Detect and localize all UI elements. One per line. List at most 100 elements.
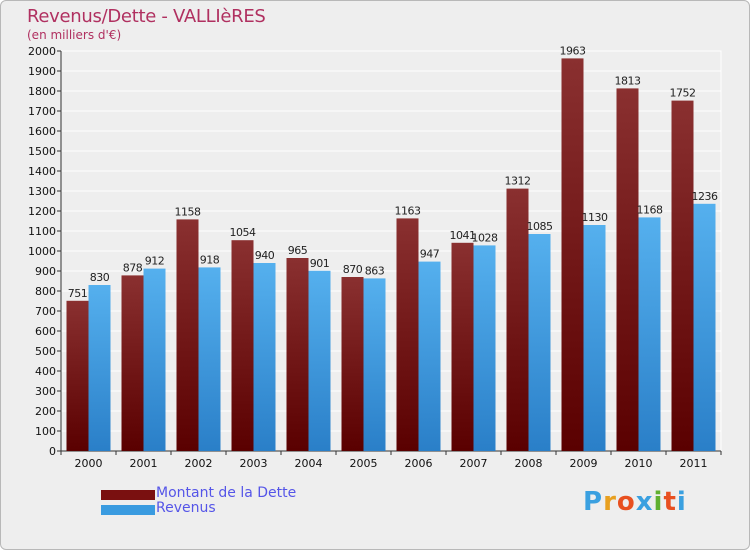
x-tick-label: 2009 bbox=[570, 457, 598, 470]
bar-dette bbox=[616, 88, 639, 452]
x-axis-ticks: 2000 2001 2002 2003 2004 2005 2006 2007 2008 2009… bbox=[60, 451, 722, 470]
x-tick-label: 2001 bbox=[130, 457, 158, 470]
x-tick-label: 2003 bbox=[240, 457, 268, 470]
bar-revenus bbox=[583, 225, 606, 451]
x-tick-label: 2004 bbox=[295, 457, 323, 470]
data-label-dette: 1312 bbox=[505, 175, 531, 188]
data-label-revenus: 918 bbox=[200, 253, 220, 266]
x-tick-label: 2011 bbox=[680, 457, 708, 470]
y-tick-label: 900 bbox=[35, 265, 56, 278]
y-tick-label: 1100 bbox=[28, 225, 56, 238]
data-label-dette: 1158 bbox=[175, 205, 201, 218]
data-label-dette: 965 bbox=[288, 244, 308, 257]
data-label-dette: 751 bbox=[68, 287, 88, 300]
chart-subtitle: (en milliers d'€) bbox=[27, 28, 122, 42]
legend-swatch-revenus bbox=[101, 505, 155, 515]
logo-letter: i bbox=[653, 487, 664, 517]
logo-letter: o bbox=[616, 487, 636, 517]
logo-letter: t bbox=[663, 487, 677, 517]
bar-dette bbox=[176, 219, 199, 451]
bar-dette bbox=[66, 300, 89, 451]
chart-title: Revenus/Dette - VALLIèRES bbox=[27, 6, 266, 27]
bar-dette bbox=[671, 100, 694, 451]
bar-dette bbox=[121, 275, 144, 451]
bar-revenus bbox=[638, 217, 661, 451]
data-label-revenus: 912 bbox=[145, 255, 165, 268]
y-tick-label: 500 bbox=[35, 345, 56, 358]
y-tick-label: 100 bbox=[35, 425, 56, 438]
legend-label-dette: Montant de la Dette bbox=[156, 485, 297, 501]
bar-revenus bbox=[693, 203, 716, 451]
logo-letter: i bbox=[676, 487, 687, 517]
bar-dette bbox=[506, 188, 529, 451]
y-tick-label: 1800 bbox=[28, 85, 56, 98]
logo-letter: x bbox=[635, 487, 654, 517]
bar-dette bbox=[396, 218, 419, 451]
x-tick-label: 2002 bbox=[185, 457, 213, 470]
y-tick-label: 400 bbox=[35, 365, 56, 378]
data-label-revenus: 1028 bbox=[472, 231, 498, 244]
bar-revenus bbox=[473, 245, 496, 451]
x-tick-label: 2010 bbox=[625, 457, 653, 470]
bar-dette bbox=[451, 242, 474, 451]
data-label-revenus: 1236 bbox=[692, 190, 718, 203]
proxiti-logo: Proxiti bbox=[583, 487, 687, 517]
legend-swatch-dette bbox=[101, 490, 155, 500]
bar-revenus bbox=[363, 278, 386, 451]
data-label-dette: 1752 bbox=[670, 87, 696, 100]
y-tick-label: 800 bbox=[35, 285, 56, 298]
y-tick-label: 1000 bbox=[28, 245, 56, 258]
x-tick-label: 2000 bbox=[75, 457, 103, 470]
y-tick-label: 1300 bbox=[28, 185, 56, 198]
y-tick-label: 200 bbox=[35, 405, 56, 418]
y-tick-label: 2000 bbox=[28, 45, 56, 58]
y-tick-label: 0 bbox=[49, 445, 56, 458]
y-tick-label: 600 bbox=[35, 325, 56, 338]
x-tick-label: 2008 bbox=[515, 457, 543, 470]
data-label-dette: 1813 bbox=[615, 74, 641, 87]
y-tick-label: 1200 bbox=[28, 205, 56, 218]
bar-revenus bbox=[528, 234, 551, 451]
bar-dette bbox=[231, 240, 254, 451]
y-tick-label: 1600 bbox=[28, 125, 56, 138]
data-label-dette: 1963 bbox=[560, 44, 586, 57]
bars bbox=[66, 58, 716, 452]
logo-letter: r bbox=[603, 487, 617, 517]
x-tick-label: 2005 bbox=[350, 457, 378, 470]
data-label-dette: 1054 bbox=[230, 226, 256, 239]
data-label-revenus: 863 bbox=[365, 264, 385, 277]
y-tick-label: 1500 bbox=[28, 145, 56, 158]
data-label-revenus: 901 bbox=[310, 257, 330, 270]
bar-dette bbox=[561, 58, 584, 452]
data-label-revenus: 940 bbox=[255, 249, 275, 262]
data-label-revenus: 830 bbox=[90, 271, 110, 284]
x-tick-label: 2006 bbox=[405, 457, 433, 470]
bar-revenus bbox=[143, 268, 166, 451]
data-label-dette: 1163 bbox=[395, 204, 421, 217]
data-label-revenus: 1168 bbox=[637, 203, 663, 216]
y-tick-label: 300 bbox=[35, 385, 56, 398]
bar-revenus bbox=[253, 263, 276, 451]
y-axis-ticks: 0 100 200 300 400 500 600 700 800 900 1000 1100 1200… bbox=[28, 45, 721, 458]
data-label-dette: 878 bbox=[123, 261, 143, 274]
y-tick-label: 700 bbox=[35, 305, 56, 318]
data-label-dette: 1041 bbox=[450, 229, 476, 242]
y-tick-label: 1900 bbox=[28, 65, 56, 78]
bar-revenus bbox=[88, 285, 111, 451]
x-tick-label: 2007 bbox=[460, 457, 488, 470]
y-tick-label: 1400 bbox=[28, 165, 56, 178]
bar-revenus bbox=[198, 267, 221, 451]
data-label-revenus: 947 bbox=[420, 248, 440, 261]
logo-letter: P bbox=[583, 487, 604, 517]
data-label-revenus: 1130 bbox=[582, 211, 608, 224]
bar-revenus bbox=[308, 270, 331, 451]
data-label-dette: 870 bbox=[343, 263, 363, 276]
bar-revenus bbox=[418, 261, 441, 451]
bar-dette bbox=[286, 258, 309, 451]
y-tick-label: 1700 bbox=[28, 105, 56, 118]
bar-dette bbox=[341, 277, 364, 451]
data-label-revenus: 1085 bbox=[527, 220, 553, 233]
